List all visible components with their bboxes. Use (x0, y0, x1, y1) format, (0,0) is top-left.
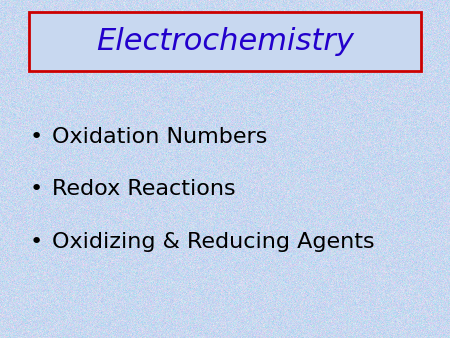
Text: •: • (29, 127, 42, 147)
Text: •: • (29, 232, 42, 252)
Text: •: • (29, 179, 42, 199)
Text: Electrochemistry: Electrochemistry (96, 27, 354, 56)
Text: Redox Reactions: Redox Reactions (52, 179, 235, 199)
Text: Oxidation Numbers: Oxidation Numbers (52, 127, 267, 147)
Text: Oxidizing & Reducing Agents: Oxidizing & Reducing Agents (52, 232, 374, 252)
FancyBboxPatch shape (29, 12, 421, 71)
